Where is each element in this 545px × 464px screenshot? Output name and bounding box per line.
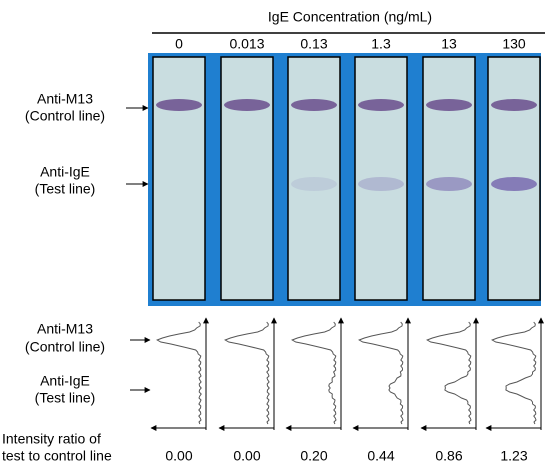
control-band	[491, 99, 537, 111]
profile-trace	[426, 321, 472, 425]
ratio-value: 0.00	[165, 448, 192, 464]
test-label: Anti-IgE	[40, 164, 90, 180]
control-label: (Control line)	[25, 339, 105, 355]
ratio-value: 0.00	[233, 448, 260, 464]
control-label: Anti-M13	[37, 91, 93, 107]
ratio-value: 0.44	[367, 448, 394, 464]
concentration: 0	[175, 36, 183, 52]
profile-trace	[291, 321, 337, 425]
profile-trace	[156, 321, 202, 425]
test-label: (Test line)	[35, 181, 96, 197]
concentration: 130	[502, 36, 526, 52]
ratio-value: 0.20	[300, 448, 327, 464]
control-band	[224, 99, 270, 111]
profile-trace	[491, 321, 537, 425]
strip	[287, 56, 341, 301]
test-label: (Test line)	[35, 390, 96, 406]
ratio-label: Intensity ratio of	[2, 431, 101, 447]
strip	[152, 56, 206, 301]
strip-panel	[148, 53, 541, 306]
strip	[220, 56, 274, 301]
control-band	[291, 99, 337, 111]
title: IgE Concentration (ng/mL)	[268, 9, 432, 25]
concentration: 0.13	[300, 36, 327, 52]
profile-trace	[358, 321, 404, 425]
ratio-value: 0.86	[435, 448, 462, 464]
strip	[422, 56, 476, 301]
concentration: 0.013	[229, 36, 264, 52]
control-label: Anti-M13	[37, 321, 93, 337]
test-band	[358, 177, 404, 191]
control-band	[358, 99, 404, 111]
test-band	[291, 177, 337, 191]
control-band	[156, 99, 202, 111]
strip	[354, 56, 408, 301]
ratio-value: 1.23	[500, 448, 527, 464]
control-band	[426, 99, 472, 111]
test-band	[491, 177, 537, 191]
test-band	[426, 177, 472, 191]
test-label: Anti-IgE	[40, 373, 90, 389]
control-label: (Control line)	[25, 108, 105, 124]
concentration: 1.3	[371, 36, 391, 52]
profile-trace	[224, 321, 270, 425]
ratio-label: test to control line	[2, 448, 112, 464]
concentration: 13	[441, 36, 457, 52]
